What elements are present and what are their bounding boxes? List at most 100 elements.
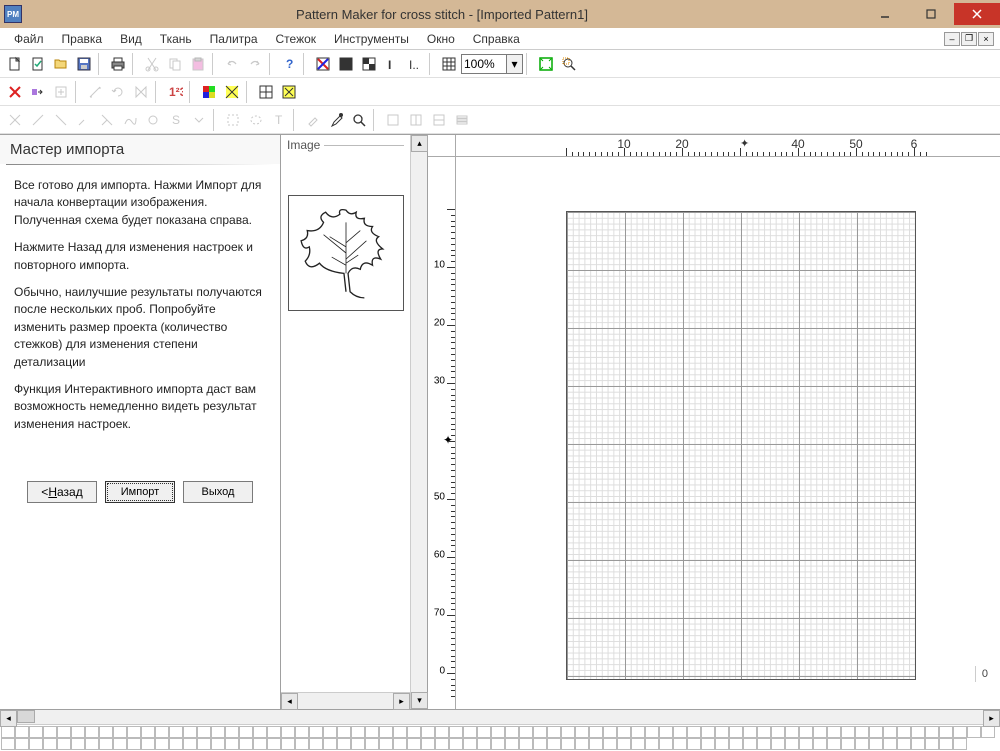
palette-swatch[interactable] — [883, 738, 897, 750]
menu-item-ткань[interactable]: Ткань — [152, 30, 200, 48]
scroll-up-icon[interactable]: ▴ — [411, 135, 428, 152]
palette-swatch[interactable] — [365, 738, 379, 750]
palette-swatch[interactable] — [911, 738, 925, 750]
maximize-button[interactable] — [908, 3, 954, 25]
palette-swatch[interactable] — [141, 738, 155, 750]
palette-swatch[interactable] — [309, 738, 323, 750]
palette-h-scrollbar[interactable]: ◂ ▸ — [0, 710, 1000, 725]
scroll-right-icon[interactable]: ▸ — [983, 710, 1000, 727]
palette-swatch[interactable] — [631, 726, 645, 738]
save-file-icon[interactable] — [73, 53, 95, 75]
palette-swatch[interactable] — [337, 738, 351, 750]
palette-swatch[interactable] — [477, 738, 491, 750]
palette-swatch[interactable] — [827, 738, 841, 750]
pattern-grid[interactable] — [566, 211, 916, 680]
palette-swatch[interactable] — [771, 738, 785, 750]
palette-swatch[interactable] — [421, 726, 435, 738]
palette-swatch[interactable] — [729, 738, 743, 750]
palette-swatch[interactable] — [449, 726, 463, 738]
palette-swatch[interactable] — [589, 726, 603, 738]
help-icon[interactable]: ? — [278, 53, 300, 75]
palette-swatch[interactable] — [43, 738, 57, 750]
palette-swatch[interactable] — [113, 738, 127, 750]
scroll-left-icon[interactable]: ◂ — [0, 710, 17, 727]
palette-swatch[interactable] — [785, 726, 799, 738]
palette-swatch[interactable] — [519, 738, 533, 750]
back-button[interactable]: < Назад — [27, 481, 97, 503]
palette-swatch[interactable] — [239, 738, 253, 750]
palette-swatch[interactable] — [757, 738, 771, 750]
zoom-tool-icon[interactable] — [348, 109, 370, 131]
palette-swatch[interactable] — [337, 726, 351, 738]
palette-swatch[interactable] — [701, 738, 715, 750]
palette-swatch[interactable] — [463, 726, 477, 738]
menu-item-справка[interactable]: Справка — [465, 30, 528, 48]
palette-swatch[interactable] — [71, 738, 85, 750]
palette-swatch[interactable] — [71, 726, 85, 738]
scroll-left-icon[interactable]: ◂ — [281, 693, 298, 710]
palette-swatch[interactable] — [841, 738, 855, 750]
palette-swatch[interactable] — [533, 738, 547, 750]
palette-swatch[interactable] — [645, 738, 659, 750]
palette-swatch[interactable] — [1, 726, 15, 738]
mdi-restore-button[interactable]: ❐ — [961, 32, 977, 46]
palette-swatch[interactable] — [505, 738, 519, 750]
menu-item-окно[interactable]: Окно — [419, 30, 463, 48]
print-icon[interactable] — [107, 53, 129, 75]
new-wizard-icon[interactable] — [27, 53, 49, 75]
palette-swatch[interactable] — [211, 738, 225, 750]
palette-swatch[interactable] — [15, 726, 29, 738]
palette-swatch[interactable] — [29, 738, 43, 750]
new-file-icon[interactable] — [4, 53, 26, 75]
palette-swatch[interactable] — [575, 738, 589, 750]
solid-fill-icon[interactable] — [335, 53, 357, 75]
palette-swatch[interactable] — [491, 738, 505, 750]
palette-swatch[interactable] — [407, 738, 421, 750]
import-button[interactable]: Импорт — [105, 481, 175, 503]
palette-swatch[interactable] — [631, 738, 645, 750]
palette-swatch[interactable] — [85, 738, 99, 750]
scroll-down-icon[interactable]: ▾ — [411, 692, 428, 709]
palette-swatch[interactable] — [57, 738, 71, 750]
palette-swatch[interactable] — [743, 738, 757, 750]
palette-swatch[interactable] — [589, 738, 603, 750]
palette-swatch[interactable] — [57, 726, 71, 738]
palette-swatch[interactable] — [673, 738, 687, 750]
palette-swatch[interactable] — [743, 726, 757, 738]
palette-swatch[interactable] — [435, 726, 449, 738]
menu-item-стежок[interactable]: Стежок — [268, 30, 325, 48]
minimize-button[interactable] — [862, 3, 908, 25]
palette-swatch[interactable] — [127, 738, 141, 750]
palette-swatch[interactable] — [449, 738, 463, 750]
palette-swatch[interactable] — [379, 738, 393, 750]
open-file-icon[interactable] — [50, 53, 72, 75]
menu-item-палитра[interactable]: Палитра — [202, 30, 266, 48]
palette-swatch[interactable] — [295, 726, 309, 738]
palette-swatch[interactable] — [421, 738, 435, 750]
palette-swatch[interactable] — [561, 738, 575, 750]
info-icon[interactable]: I — [381, 53, 403, 75]
palette-swatch[interactable] — [715, 738, 729, 750]
palette-swatch[interactable] — [925, 726, 939, 738]
palette-swatch[interactable] — [267, 726, 281, 738]
scrollbar-thumb[interactable] — [17, 710, 35, 723]
palette-swatch[interactable] — [351, 726, 365, 738]
palette-swatch[interactable] — [687, 738, 701, 750]
palette-swatch[interactable] — [183, 738, 197, 750]
palette-swatch[interactable] — [729, 726, 743, 738]
palette-swatch[interactable] — [477, 726, 491, 738]
palette-swatch[interactable] — [701, 726, 715, 738]
palette-swatch[interactable] — [603, 726, 617, 738]
fit-screen-icon[interactable] — [535, 53, 557, 75]
eyedropper-icon[interactable] — [325, 109, 347, 131]
palette-swatch[interactable] — [855, 738, 869, 750]
palette-swatch[interactable] — [785, 738, 799, 750]
palette-swatch[interactable] — [841, 726, 855, 738]
palette-swatch[interactable] — [533, 726, 547, 738]
palette-swatch[interactable] — [323, 738, 337, 750]
palette-swatch[interactable] — [561, 726, 575, 738]
palette-swatch[interactable] — [813, 738, 827, 750]
palette-swatch[interactable] — [757, 726, 771, 738]
palette-swatch[interactable] — [169, 726, 183, 738]
palette-swatch[interactable] — [799, 738, 813, 750]
